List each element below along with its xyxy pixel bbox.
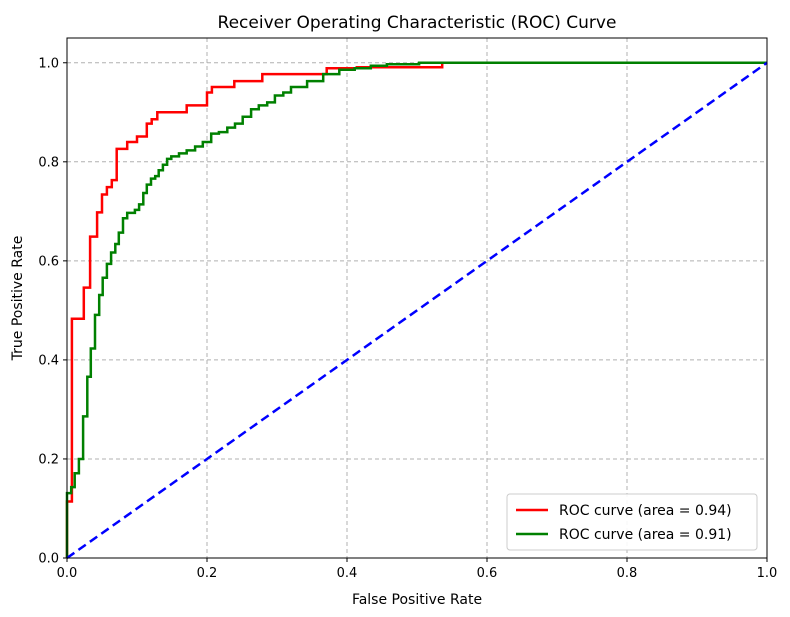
plot-frame	[66, 37, 768, 559]
y-tick-label: 0.2	[38, 452, 59, 467]
legend-box	[506, 493, 758, 551]
x-tick-label: 0.8	[617, 566, 638, 581]
x-tick-label: 0.6	[477, 566, 498, 581]
y-axis-label: True Positive Rate	[10, 236, 26, 362]
ticks: 0.0 0.2 0.4 0.6 0.8 1.0 0.0 0.2 0.4 0.6 0.8 1.0	[38, 56, 777, 581]
chart-title: Receiver Operating Characteristic (ROC) …	[218, 13, 617, 33]
x-axis-label: False Positive Rate	[352, 592, 482, 608]
x-tick-label: 0.2	[197, 566, 218, 581]
x-tick-label: 0.0	[57, 566, 78, 581]
x-tick-label: 0.4	[337, 566, 358, 581]
x-tick-label: 1.0	[757, 566, 778, 581]
y-tick-label: 0.4	[38, 353, 59, 368]
series-layer	[65, 61, 768, 560]
legend-label-green: ROC curve (area = 0.91)	[559, 527, 732, 543]
legend: ROC curve (area = 0.94) ROC curve (area …	[506, 493, 758, 551]
y-tick-label: 1.0	[38, 56, 59, 71]
roc-curve-green	[65, 61, 767, 558]
y-tick-label: 0.8	[38, 155, 59, 170]
chance-diagonal	[66, 61, 768, 560]
y-tick-label: 0.6	[38, 254, 59, 269]
roc-curve-red	[65, 61, 767, 558]
grid	[66, 38, 768, 559]
legend-label-red: ROC curve (area = 0.94)	[559, 503, 732, 519]
y-tick-label: 0.0	[38, 552, 59, 567]
